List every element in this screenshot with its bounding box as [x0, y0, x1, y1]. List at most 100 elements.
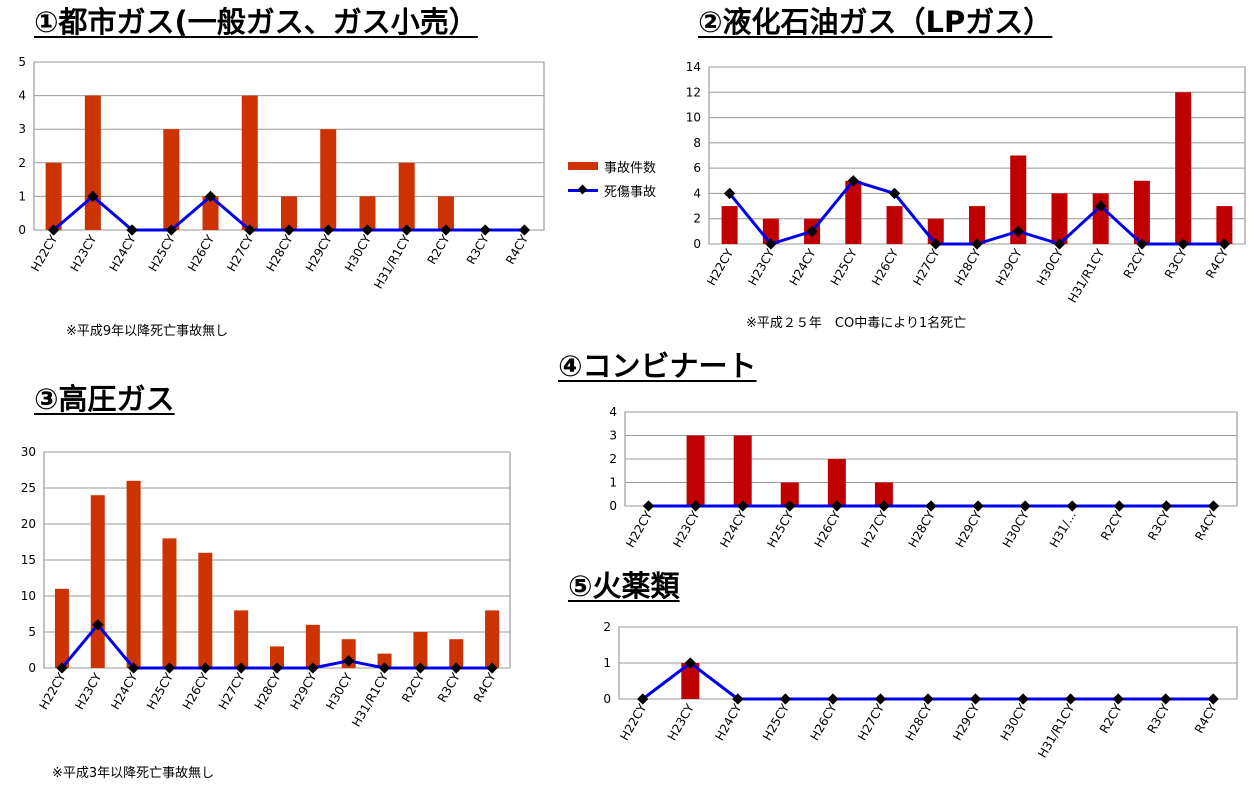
x-tick-label: H24CY [787, 246, 819, 288]
line-marker [831, 500, 843, 512]
y-tick-label: 0 [18, 223, 26, 237]
line-marker [378, 662, 391, 674]
chart-4: 0 1 2 3 4 H22CY H23CY H24CY H25CY H26CY H27CY H28CY… [609, 405, 1238, 550]
x-tick-label: H24CY [107, 232, 139, 274]
line-marker [1177, 238, 1189, 250]
x-tick-label: H27CY [216, 670, 248, 712]
x-tick-label: R3CY [435, 670, 463, 705]
bar [305, 624, 320, 668]
line-marker [163, 662, 176, 674]
line-marker [204, 190, 217, 203]
line-marker [1160, 500, 1173, 512]
x-tick-label: H26CY [811, 508, 843, 550]
x-tick-label: H29CY [953, 508, 985, 550]
x-tick-label: H27CY [858, 508, 890, 550]
bar [1010, 155, 1027, 244]
line-marker [361, 224, 374, 236]
bar [202, 196, 219, 230]
x-tick-label: R2CY [1121, 246, 1149, 281]
y-tick-label: 20 [21, 517, 36, 531]
chart-1-title: ①都市ガス(一般ガス、ガス小売） [34, 5, 478, 39]
x-tick-label: R3CY [1162, 246, 1190, 281]
x-tick-label: H27CY [855, 701, 887, 743]
x-tick-label: H26CY [185, 232, 217, 274]
x-tick-label: R4CY [503, 232, 531, 267]
y-tick-label: 4 [693, 186, 701, 200]
x-tick-label: R2CY [399, 670, 427, 705]
line-marker [779, 693, 792, 705]
line-marker [1218, 238, 1231, 250]
bar [681, 663, 700, 699]
bar [1051, 193, 1068, 244]
chart-2: 0 2 4 6 8 10 12 14 H22CY H23CY H24CY H25CY H26CY H27C… [686, 60, 1246, 305]
bar [398, 162, 415, 230]
y-tick-label: 0 [693, 237, 701, 251]
x-tick-label: H25CY [144, 670, 176, 712]
line-marker [1095, 200, 1107, 212]
x-tick-label: H27CY [224, 232, 256, 274]
x-tick-label: H29CY [287, 670, 319, 712]
y-tick-label: 14 [686, 60, 701, 74]
x-tick-label: H31/... [1047, 509, 1079, 550]
x-tick-label: H31/R1CY [349, 670, 391, 729]
line-marker [283, 224, 295, 236]
line-marker [518, 224, 531, 236]
x-tick-label: R2CY [1097, 701, 1125, 736]
y-tick-label: 15 [21, 553, 36, 567]
bar [45, 162, 62, 230]
x-tick-label: H30CY [323, 670, 355, 712]
line-marker [126, 224, 138, 236]
y-tick-label: 4 [18, 89, 26, 103]
y-tick-label: 3 [609, 429, 617, 443]
x-tick-label: H28CY [906, 508, 938, 550]
bar [449, 639, 464, 668]
x-tick-label: H31/R1CY [371, 232, 413, 291]
line-marker [1012, 225, 1024, 238]
bar [1133, 180, 1150, 244]
y-tick-label: 2 [18, 156, 26, 170]
bar [1216, 206, 1233, 244]
x-tick-label: H30CY [1000, 508, 1032, 550]
line-marker [689, 500, 702, 512]
line-marker [401, 224, 413, 236]
chart-4-title: ④コンビナート [558, 349, 757, 383]
x-tick-label: H30CY [342, 232, 374, 274]
x-tick-label: R3CY [1145, 508, 1173, 543]
legend-item-bar: 事故件数 [568, 154, 656, 178]
x-tick-label: H23CY [67, 232, 99, 274]
line-marker [1053, 238, 1066, 250]
x-tick-label: R4CY [1192, 701, 1220, 736]
bar [1175, 92, 1192, 245]
line-marker [47, 224, 60, 236]
legend-line-swatch [568, 184, 598, 196]
y-tick-label: 25 [21, 481, 36, 495]
line-marker [971, 238, 983, 250]
x-tick-label: H25CY [146, 232, 178, 274]
bar [886, 206, 903, 244]
line-marker [440, 224, 452, 236]
line-marker [479, 224, 491, 236]
x-tick-label: H24CY [712, 701, 744, 743]
x-tick-label: R4CY [1203, 246, 1231, 281]
chart-2-note: ※平成２５年 CO中毒により1名死亡 [746, 316, 967, 331]
x-tick-label: R3CY [1144, 701, 1172, 736]
x-tick-label: H22CY [36, 670, 68, 712]
x-tick-label: H26CY [807, 701, 839, 743]
y-tick-label: 1 [603, 656, 611, 670]
line-marker [271, 662, 283, 674]
x-tick-label: H27CY [910, 246, 942, 288]
x-tick-label: H28CY [264, 232, 296, 274]
bar [234, 610, 249, 668]
legend-item-line: 死傷事故 [568, 178, 656, 202]
x-tick-label: H22CY [28, 232, 60, 274]
line-marker [732, 693, 744, 705]
chart-1-note: ※平成9年以降死亡事故無し [66, 324, 229, 339]
bar [874, 482, 893, 506]
y-tick-label: 0 [28, 661, 36, 675]
bar [54, 588, 69, 668]
chart-3-title: ③高圧ガス [34, 382, 175, 416]
bar [198, 552, 213, 668]
bar [485, 610, 500, 668]
line-marker [56, 662, 68, 674]
bar [90, 495, 105, 668]
